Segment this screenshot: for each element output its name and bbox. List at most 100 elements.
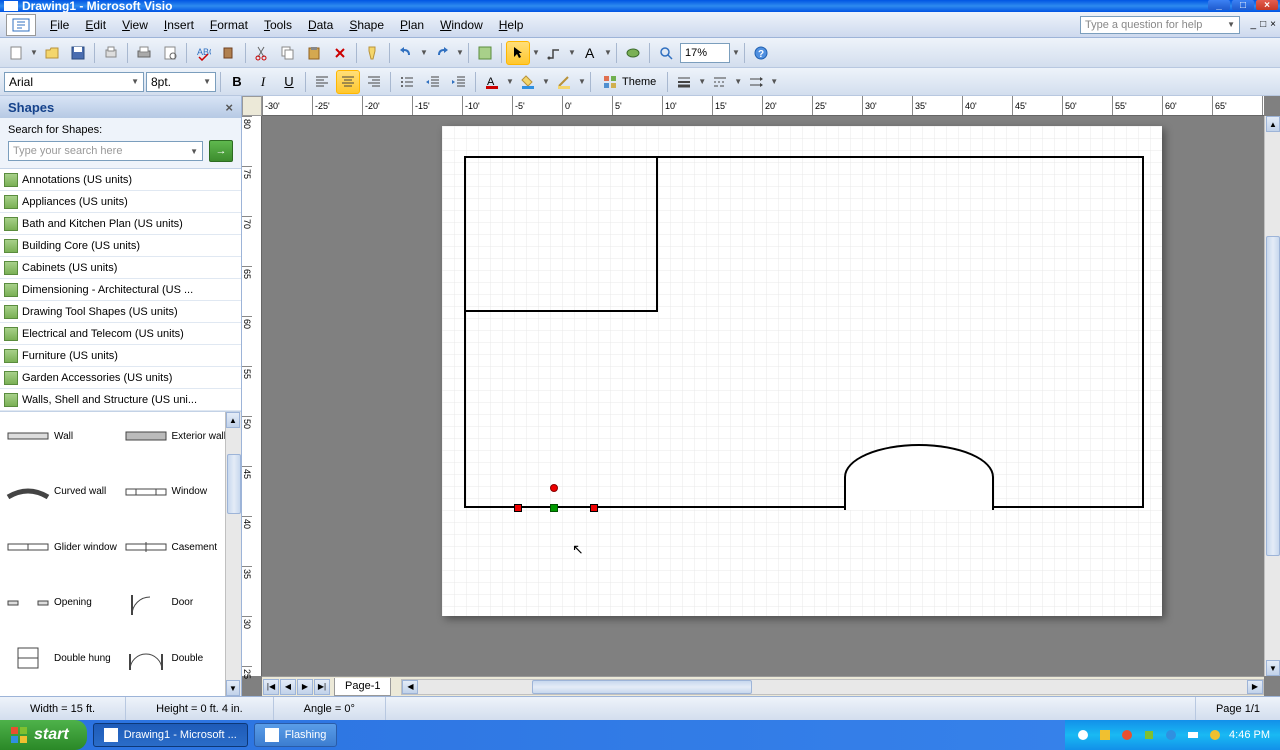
- shape-window[interactable]: Window: [122, 472, 238, 512]
- vscroll-down-button[interactable]: ▼: [1266, 660, 1280, 676]
- zoom-button[interactable]: [654, 41, 678, 65]
- align-right-button[interactable]: [362, 70, 386, 94]
- canvas-viewport[interactable]: ↖: [262, 116, 1264, 676]
- print-preview-button[interactable]: [99, 41, 123, 65]
- menu-file[interactable]: File: [42, 14, 77, 36]
- stencil-item[interactable]: Cabinets (US units): [0, 257, 241, 279]
- line-weight-button[interactable]: [672, 70, 696, 94]
- tray-icon[interactable]: [1207, 727, 1223, 743]
- pointer-tool-button[interactable]: [506, 41, 530, 65]
- shape-wall[interactable]: Wall: [4, 416, 120, 456]
- tab-last-button[interactable]: ▶|: [314, 679, 330, 695]
- hscroll-left-button[interactable]: ◀: [402, 680, 418, 694]
- theme-button[interactable]: Theme: [595, 71, 663, 93]
- underline-button[interactable]: U: [277, 70, 301, 94]
- shape-double[interactable]: Double: [122, 638, 238, 678]
- tray-icon[interactable]: [1185, 727, 1201, 743]
- align-center-button[interactable]: [336, 70, 360, 94]
- print-button[interactable]: [132, 41, 156, 65]
- stencil-item[interactable]: Walls, Shell and Structure (US uni...: [0, 389, 241, 411]
- shape-glider-window[interactable]: Glider window: [4, 527, 120, 567]
- rotation-handle[interactable]: [550, 484, 558, 492]
- spelling-button[interactable]: ABC: [191, 41, 215, 65]
- delete-button[interactable]: [328, 41, 352, 65]
- stencil-item[interactable]: Dimensioning - Architectural (US ...: [0, 279, 241, 301]
- drawing-page[interactable]: ↖: [442, 126, 1162, 616]
- undo-button[interactable]: [394, 41, 418, 65]
- shape-door[interactable]: Door: [122, 583, 238, 623]
- selection-handle[interactable]: [590, 504, 598, 512]
- new-button[interactable]: [4, 41, 28, 65]
- decrease-indent-button[interactable]: [421, 70, 445, 94]
- save-button[interactable]: [66, 41, 90, 65]
- window-close-button[interactable]: ×: [1256, 0, 1278, 10]
- shapes-window-button[interactable]: [473, 41, 497, 65]
- help-button[interactable]: ?: [749, 41, 773, 65]
- align-left-button[interactable]: [310, 70, 334, 94]
- stencil-item[interactable]: Drawing Tool Shapes (US units): [0, 301, 241, 323]
- font-color-button[interactable]: A: [480, 70, 504, 94]
- menu-shape[interactable]: Shape: [341, 14, 392, 36]
- help-search-input[interactable]: Type a question for help ▼: [1080, 16, 1240, 34]
- shape-opening[interactable]: Opening: [4, 583, 120, 623]
- stencil-item[interactable]: Bath and Kitchen Plan (US units): [0, 213, 241, 235]
- format-painter-button[interactable]: [361, 41, 385, 65]
- italic-button[interactable]: I: [251, 70, 275, 94]
- page-tab[interactable]: Page-1: [334, 678, 391, 696]
- selection-handle[interactable]: [550, 504, 558, 512]
- tab-first-button[interactable]: |◀: [263, 679, 279, 695]
- window-maximize-button[interactable]: □: [1232, 0, 1254, 10]
- open-button[interactable]: [40, 41, 64, 65]
- tray-clock[interactable]: 4:46 PM: [1229, 729, 1270, 741]
- paste-button[interactable]: [302, 41, 326, 65]
- menu-window[interactable]: Window: [432, 14, 491, 36]
- horizontal-scrollbar[interactable]: ◀ ▶: [401, 679, 1264, 695]
- hscroll-thumb[interactable]: [532, 680, 752, 694]
- vertical-scrollbar[interactable]: ▲ ▼: [1264, 116, 1280, 676]
- search-shapes-input[interactable]: Type your search here ▼: [8, 141, 203, 161]
- zoom-input[interactable]: 17%: [680, 43, 730, 63]
- stencil-item[interactable]: Appliances (US units): [0, 191, 241, 213]
- start-button[interactable]: start: [0, 720, 87, 750]
- menu-edit[interactable]: Edit: [77, 14, 114, 36]
- font-selector[interactable]: Arial▼: [4, 72, 144, 92]
- cut-button[interactable]: [250, 41, 274, 65]
- inner-room-shape[interactable]: [464, 156, 658, 312]
- menu-format[interactable]: Format: [202, 14, 256, 36]
- menu-data[interactable]: Data: [300, 14, 341, 36]
- tab-prev-button[interactable]: ◀: [280, 679, 296, 695]
- door-shape[interactable]: [844, 444, 994, 510]
- stencil-item[interactable]: Furniture (US units): [0, 345, 241, 367]
- selection-handle[interactable]: [514, 504, 522, 512]
- line-color-button[interactable]: [552, 70, 576, 94]
- menu-insert[interactable]: Insert: [156, 14, 202, 36]
- ink-tool-button[interactable]: [621, 41, 645, 65]
- vscroll-thumb[interactable]: [1266, 236, 1280, 556]
- copy-button[interactable]: [276, 41, 300, 65]
- shape-scroll-up-button[interactable]: ▲: [226, 412, 240, 428]
- fill-color-button[interactable]: [516, 70, 540, 94]
- search-go-button[interactable]: →: [209, 140, 233, 162]
- bold-button[interactable]: B: [225, 70, 249, 94]
- shape-scroll-down-button[interactable]: ▼: [226, 680, 240, 696]
- mdi-close-button[interactable]: ×: [1270, 19, 1276, 30]
- vscroll-up-button[interactable]: ▲: [1266, 116, 1280, 132]
- menu-view[interactable]: View: [114, 14, 156, 36]
- tray-icon[interactable]: [1163, 727, 1179, 743]
- hscroll-right-button[interactable]: ▶: [1247, 680, 1263, 694]
- menu-help[interactable]: Help: [491, 14, 532, 36]
- tray-icon[interactable]: [1075, 727, 1091, 743]
- bullets-button[interactable]: [395, 70, 419, 94]
- menu-tools[interactable]: Tools: [256, 14, 300, 36]
- mdi-restore-button[interactable]: □: [1260, 19, 1266, 30]
- increase-indent-button[interactable]: [447, 70, 471, 94]
- tray-icon[interactable]: [1097, 727, 1113, 743]
- taskbar-button[interactable]: Drawing1 - Microsoft ...: [93, 723, 248, 747]
- tab-next-button[interactable]: ▶: [297, 679, 313, 695]
- page-setup-button[interactable]: [158, 41, 182, 65]
- shape-casement[interactable]: Casement: [122, 527, 238, 567]
- system-tray[interactable]: 4:46 PM: [1065, 720, 1280, 750]
- visio-icon[interactable]: [6, 14, 36, 36]
- menu-plan[interactable]: Plan: [392, 14, 432, 36]
- line-pattern-button[interactable]: [708, 70, 732, 94]
